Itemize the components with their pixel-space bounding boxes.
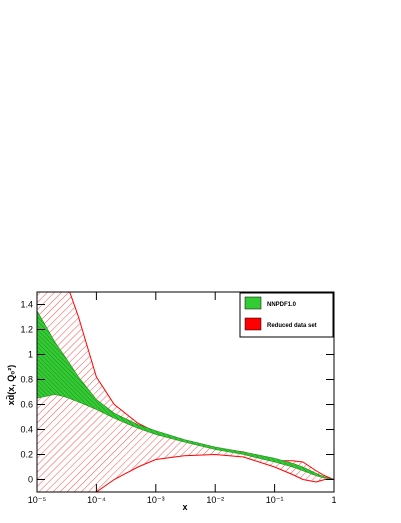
x-tick-label: 1 — [331, 495, 336, 505]
band — [37, 292, 334, 492]
legend-swatch — [244, 317, 262, 331]
frame — [36, 291, 335, 493]
x-axis-label: x — [182, 502, 187, 512]
x-tick-label: 10⁻⁵ — [28, 495, 47, 505]
x-tick-label: 10⁻³ — [147, 495, 165, 505]
plot-area — [37, 292, 334, 492]
y-tick-label: 0.4 — [20, 425, 33, 435]
legend-label: Reduced data set — [267, 323, 317, 329]
y-tick-label: 0.6 — [20, 400, 33, 410]
y-tick-label: 1.4 — [20, 300, 33, 310]
x-tick-label: 10⁻⁴ — [87, 495, 106, 505]
y-tick-label: 1.2 — [20, 325, 33, 335]
y-tick-label: 0.2 — [20, 450, 33, 460]
x-tick-label: 10⁻² — [206, 495, 224, 505]
y-tick-label: 0.8 — [20, 375, 33, 385]
legend-swatch — [244, 296, 262, 310]
legend-label: NNPDF1.0 — [267, 302, 297, 308]
x-tick-label: 10⁻¹ — [266, 495, 284, 505]
y-tick-label: 0 — [28, 475, 33, 485]
y-tick-label: 1 — [28, 350, 33, 360]
y-axis-label: xd̄(x, Q₀²) — [6, 365, 16, 406]
